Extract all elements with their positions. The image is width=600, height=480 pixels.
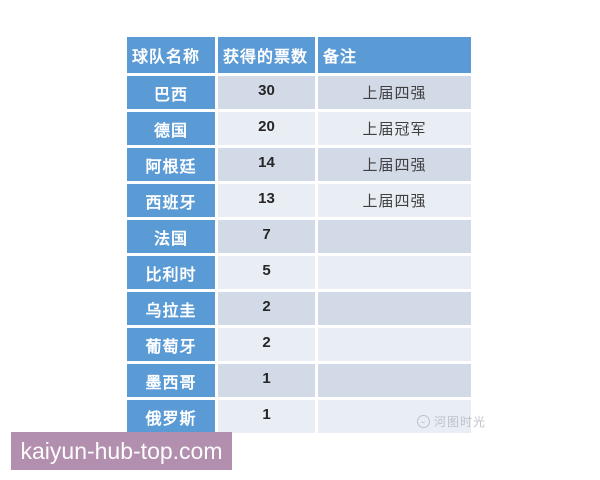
note-cell: [318, 400, 471, 433]
team-name-cell: 西班牙: [127, 184, 215, 217]
note-cell: [318, 292, 471, 325]
votes-cell: 1: [218, 400, 315, 433]
column-header-votes: 获得的票数: [218, 37, 315, 73]
note-cell: 上届四强: [318, 76, 471, 109]
site-banner: kaiyun-hub-top.com: [11, 432, 232, 470]
note-cell: [318, 328, 471, 361]
votes-cell: 20: [218, 112, 315, 145]
note-cell: 上届四强: [318, 148, 471, 181]
votes-cell: 7: [218, 220, 315, 253]
team-name-cell: 葡萄牙: [127, 328, 215, 361]
team-name-cell: 德国: [127, 112, 215, 145]
votes-cell: 2: [218, 292, 315, 325]
note-cell: [318, 220, 471, 253]
note-cell: 上届冠军: [318, 112, 471, 145]
votes-cell: 14: [218, 148, 315, 181]
watermark: 河图时光: [417, 413, 486, 430]
votes-cell: 30: [218, 76, 315, 109]
votes-cell: 13: [218, 184, 315, 217]
watermark-text: 河图时光: [434, 415, 487, 429]
column-header-note: 备注: [318, 37, 471, 73]
vote-table: 球队名称 获得的票数 备注 巴西 30 上届四强 德国 20 上届冠军 阿根廷 …: [127, 37, 471, 433]
votes-cell: 1: [218, 364, 315, 397]
note-cell: [318, 364, 471, 397]
votes-cell: 2: [218, 328, 315, 361]
note-cell: [318, 256, 471, 289]
team-name-cell: 法国: [127, 220, 215, 253]
team-name-cell: 比利时: [127, 256, 215, 289]
team-name-cell: 墨西哥: [127, 364, 215, 397]
team-name-cell: 俄罗斯: [127, 400, 215, 433]
site-url-text: kaiyun-hub-top.com: [20, 437, 223, 464]
note-cell: 上届四强: [318, 184, 471, 217]
column-header-team: 球队名称: [127, 37, 215, 73]
votes-cell: 5: [218, 256, 315, 289]
team-name-cell: 乌拉圭: [127, 292, 215, 325]
watermark-logo-icon: [417, 415, 430, 428]
team-name-cell: 阿根廷: [127, 148, 215, 181]
team-name-cell: 巴西: [127, 76, 215, 109]
